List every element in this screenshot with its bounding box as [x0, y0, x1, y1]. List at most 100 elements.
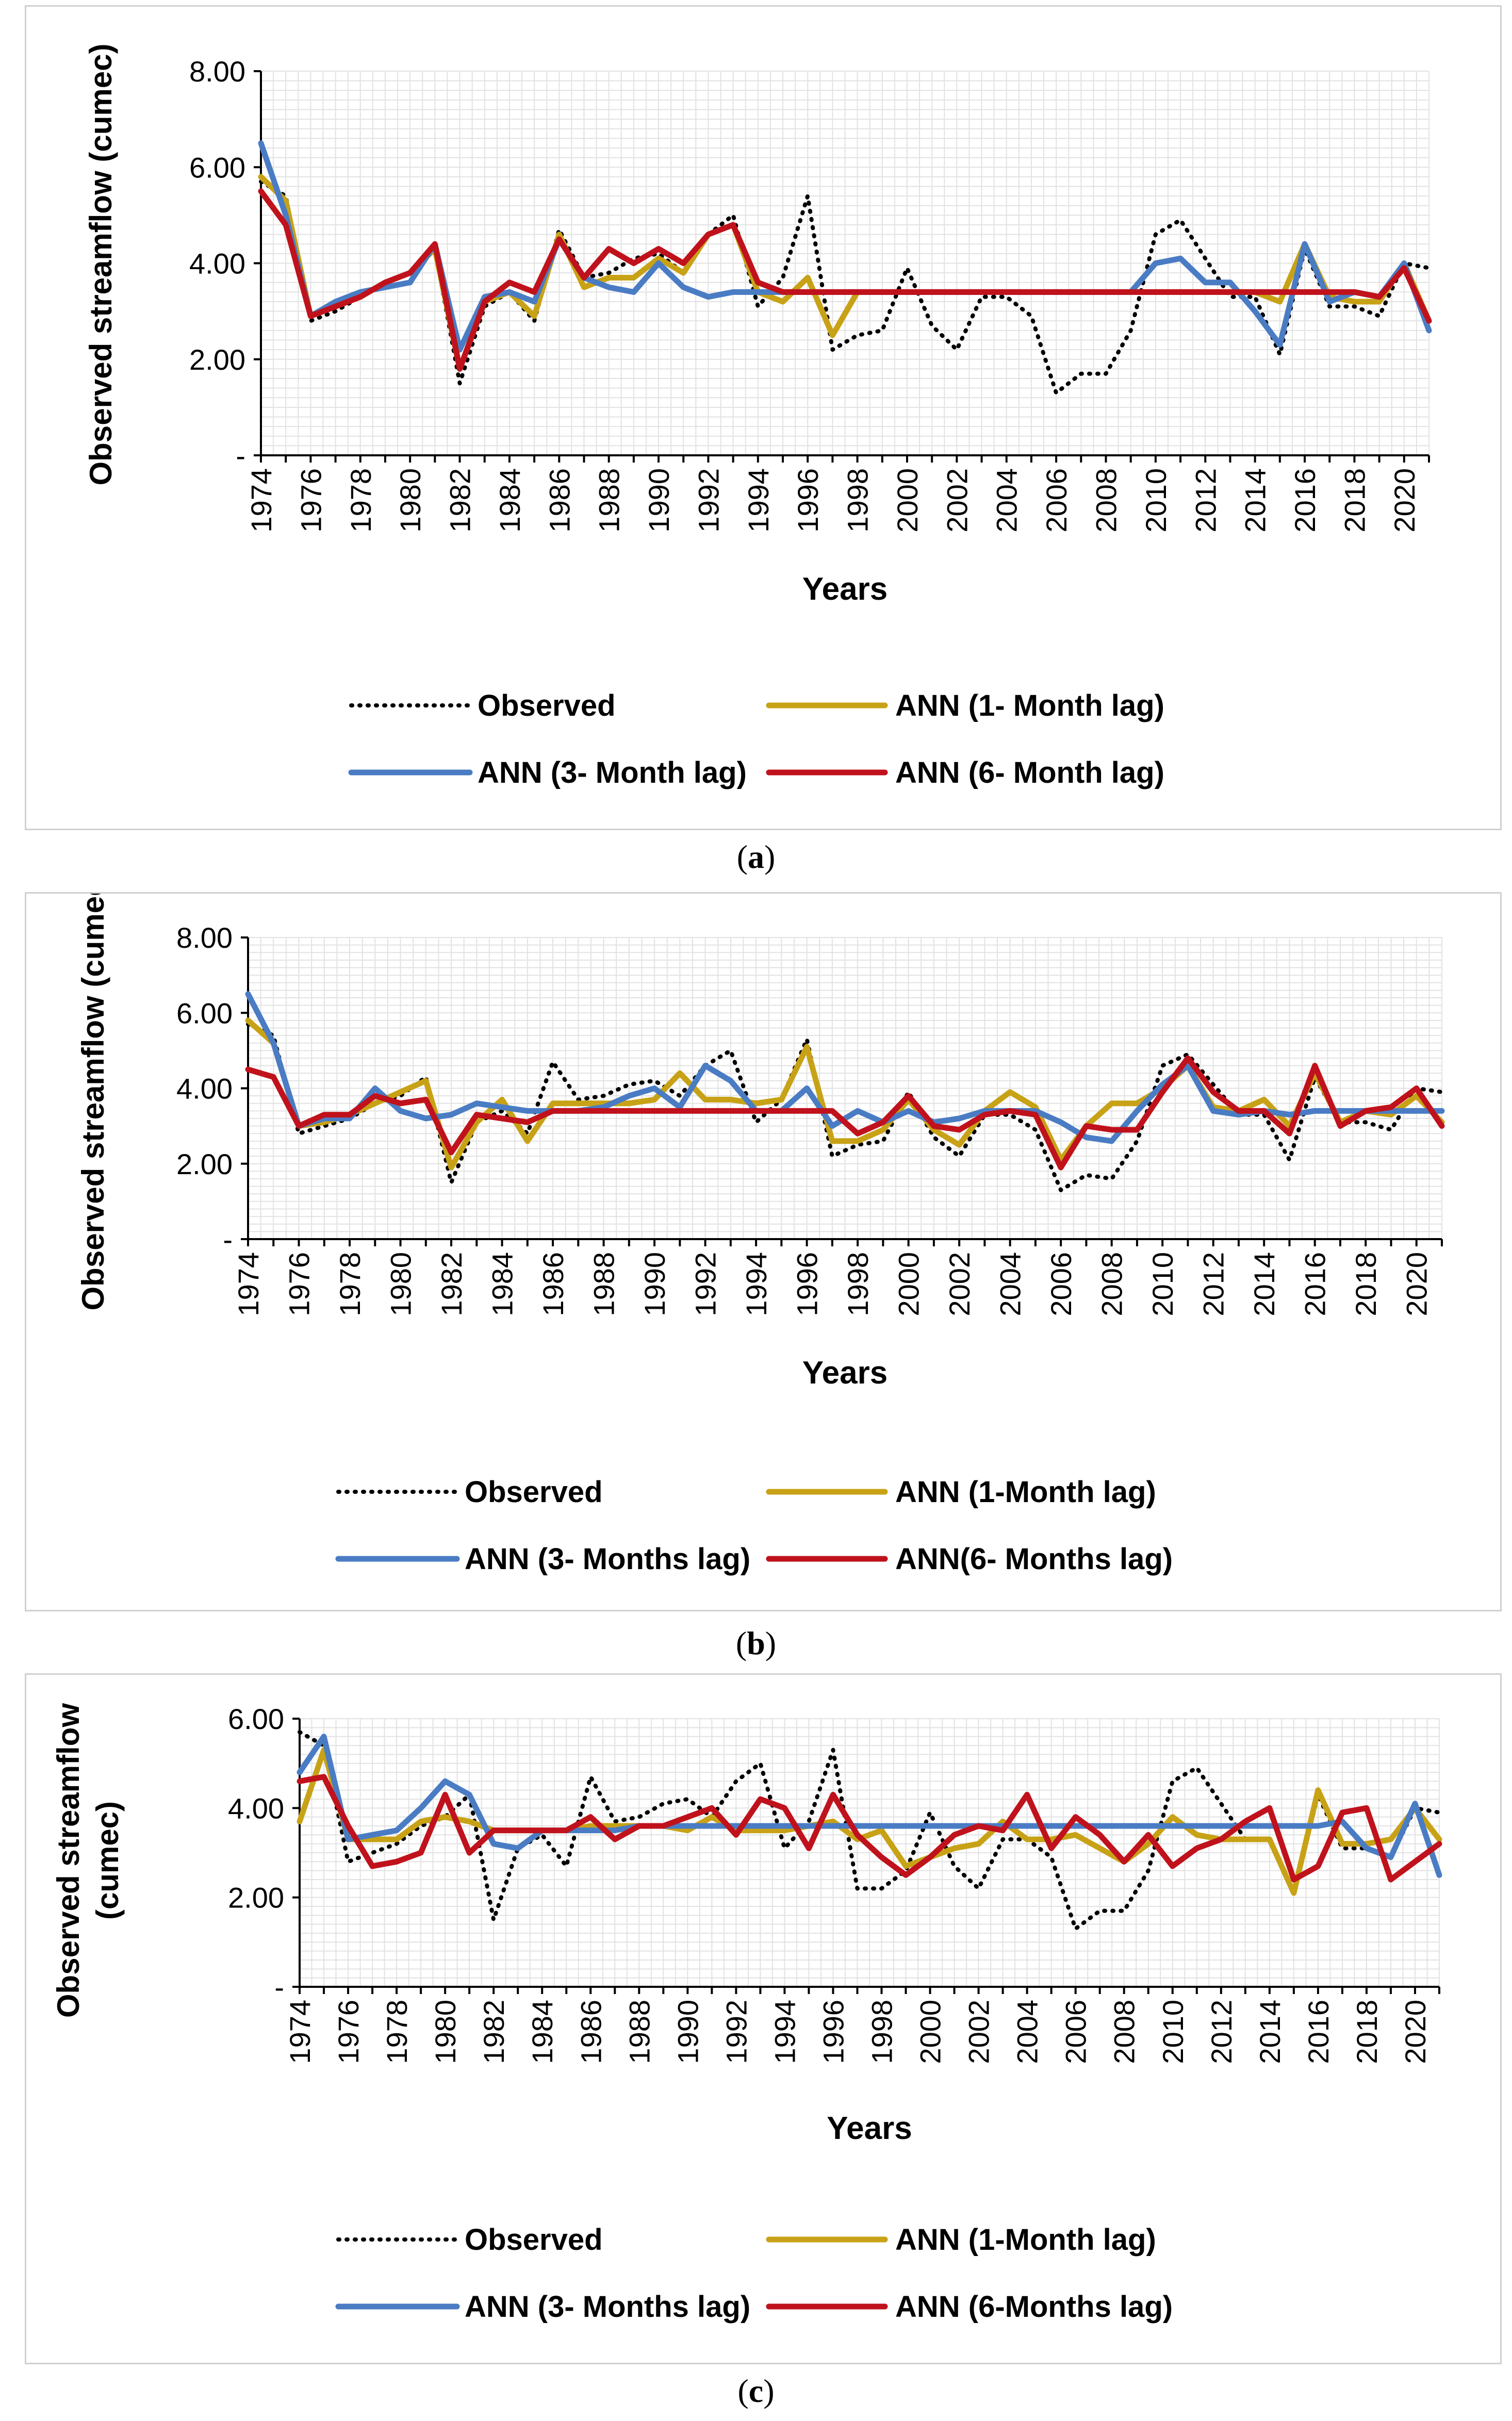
legend-label: ANN (3- Months lag): [465, 2290, 750, 2324]
x-tick-label: 2004: [991, 468, 1023, 533]
chart-panel-c: - 2.00 4.00 6.00 1974 1976 1978 1980 1982 1984 198…: [25, 1673, 1502, 2364]
series-line: [297, 1774, 1442, 1883]
legend-label: ANN(6- Months lag): [895, 1542, 1173, 1576]
y-axis-title-line: Observed streamflow (cumec): [76, 894, 110, 1310]
chart-b: - 2.00 4.00 6.00 8.00 1974 1976 1978 1980 1982 198…: [76, 894, 1445, 1576]
x-tick-label: 1988: [623, 2000, 655, 2064]
caption-b-letter: b: [747, 1625, 765, 1661]
caption-b-close: ): [765, 1625, 777, 1661]
legend-label: ANN (1-Month lag): [895, 1475, 1156, 1509]
x-tick-label: 2012: [1197, 1252, 1230, 1316]
caption-b: (b): [0, 1624, 1512, 1662]
x-tick-label: 1980: [429, 2000, 462, 2064]
x-tick-label: 1986: [537, 1252, 569, 1316]
x-tick-label: 2018: [1338, 468, 1371, 533]
legend-label: ANN (3- Months lag): [465, 1542, 750, 1576]
x-tick-label: 1976: [294, 468, 327, 533]
legend-label: ANN (6-Months lag): [895, 2290, 1173, 2324]
x-tick-label: 2010: [1146, 1252, 1179, 1316]
caption-b-open: (: [735, 1625, 747, 1661]
x-tick-label: 1996: [792, 468, 824, 533]
y-axis-title-line: Observed streamflow (cumec): [84, 44, 118, 486]
x-tick-label: 1994: [740, 1252, 773, 1316]
x-tick-label: 2000: [893, 1252, 925, 1316]
chart-panel-b: - 2.00 4.00 6.00 8.00 1974 1976 1978 1980 1982 198…: [25, 892, 1502, 1611]
x-tick-label: 2008: [1108, 2000, 1141, 2064]
y-tick-label: 2.00: [189, 343, 245, 376]
x-tick-label: 1992: [689, 1252, 722, 1316]
x-tick-label: 1988: [588, 1252, 620, 1316]
x-tick-label: 2002: [943, 1252, 976, 1316]
x-tick-label: 2000: [891, 468, 924, 533]
y-axis-title-line: (cumec): [90, 1801, 125, 1920]
x-tick-label: 1984: [526, 2000, 558, 2064]
x-tick-label: 1992: [720, 2000, 752, 2064]
x-tick-label: 1996: [817, 2000, 849, 2064]
x-tick-label: 1976: [332, 2000, 365, 2064]
legend-label: Observed: [478, 689, 616, 722]
x-tick-label: 2006: [1040, 468, 1073, 533]
x-tick-label: 2006: [1060, 2000, 1092, 2064]
series-line: [245, 1055, 1445, 1171]
x-tick-label: 2014: [1254, 2000, 1286, 2064]
x-tick-label: 2016: [1299, 1252, 1332, 1316]
series-line: [246, 1022, 1444, 1192]
x-tick-label: 1982: [478, 2000, 510, 2064]
legend-label: ANN (6- Month lag): [895, 756, 1164, 789]
chart-c: - 2.00 4.00 6.00 1974 1976 1978 1980 1982 1984 198…: [51, 1703, 1442, 2324]
series-line: [258, 188, 1432, 372]
x-tick-label: 1974: [284, 2000, 316, 2064]
y-tick-label: 8.00: [176, 921, 233, 954]
x-tick-label: 2004: [1011, 2000, 1044, 2064]
y-axis-title: Observed streamflow (cumec): [84, 44, 118, 486]
x-tick-label: 2016: [1302, 2000, 1335, 2064]
x-tick-label: 1986: [543, 468, 576, 533]
gridlines: [300, 1718, 1440, 1987]
x-tick-label: 2010: [1157, 2000, 1189, 2064]
x-tick-label: 1990: [638, 1252, 671, 1316]
caption-a-close: ): [764, 838, 776, 875]
x-tick-label: 2016: [1289, 468, 1321, 533]
x-tick-label: 1998: [842, 468, 874, 533]
legend-label: ANN (3- Month lag): [478, 756, 747, 789]
x-tick-label: 1996: [791, 1252, 824, 1316]
series-line: [297, 1747, 1442, 1896]
y-tick-label: -: [236, 439, 245, 472]
x-tick-label: 1990: [671, 2000, 704, 2064]
x-tick-label: 2018: [1351, 2000, 1383, 2064]
x-tick-label: 1998: [842, 1252, 874, 1316]
x-tick-label: 1984: [494, 468, 526, 533]
x-axis-title: Years: [827, 2111, 912, 2146]
x-tick-label: 2014: [1248, 1252, 1280, 1316]
y-tick-label: 4.00: [176, 1073, 233, 1105]
x-tick-label: 2018: [1350, 1252, 1382, 1316]
legend-label: ANN (1-Month lag): [895, 2223, 1156, 2257]
x-tick-label: 1998: [866, 2000, 898, 2064]
y-tick-label: 2.00: [176, 1148, 233, 1180]
y-tick-label: 6.00: [189, 151, 245, 184]
x-tick-label: 1990: [643, 468, 675, 533]
x-tick-label: 1994: [742, 468, 775, 533]
y-tick-label: -: [274, 1971, 284, 2003]
x-axis-title: Years: [802, 571, 888, 607]
legend-label: ANN (1- Month lag): [895, 689, 1164, 722]
x-tick-label: 2020: [1388, 468, 1421, 533]
x-tick-label: 1978: [334, 1252, 366, 1316]
x-tick-label: 2008: [1096, 1252, 1128, 1316]
y-tick-label: -: [223, 1223, 233, 1256]
y-tick-label: 6.00: [228, 1703, 284, 1735]
y-tick-label: 2.00: [228, 1882, 284, 1914]
caption-c-letter: c: [748, 2373, 764, 2409]
legend-label: Observed: [465, 1475, 603, 1509]
x-tick-label: 2020: [1399, 2000, 1432, 2064]
x-tick-label: 2014: [1239, 468, 1272, 533]
y-tick-label: 6.00: [176, 997, 233, 1029]
x-tick-label: 2020: [1401, 1252, 1433, 1316]
caption-c: (c): [0, 2372, 1512, 2410]
x-tick-label: 1980: [385, 1252, 417, 1316]
x-tick-label: 1982: [444, 468, 476, 533]
x-tick-label: 2002: [941, 468, 973, 533]
x-tick-label: 2012: [1205, 2000, 1238, 2064]
legend-label: Observed: [465, 2223, 603, 2257]
x-tick-label: 1978: [381, 2000, 413, 2064]
